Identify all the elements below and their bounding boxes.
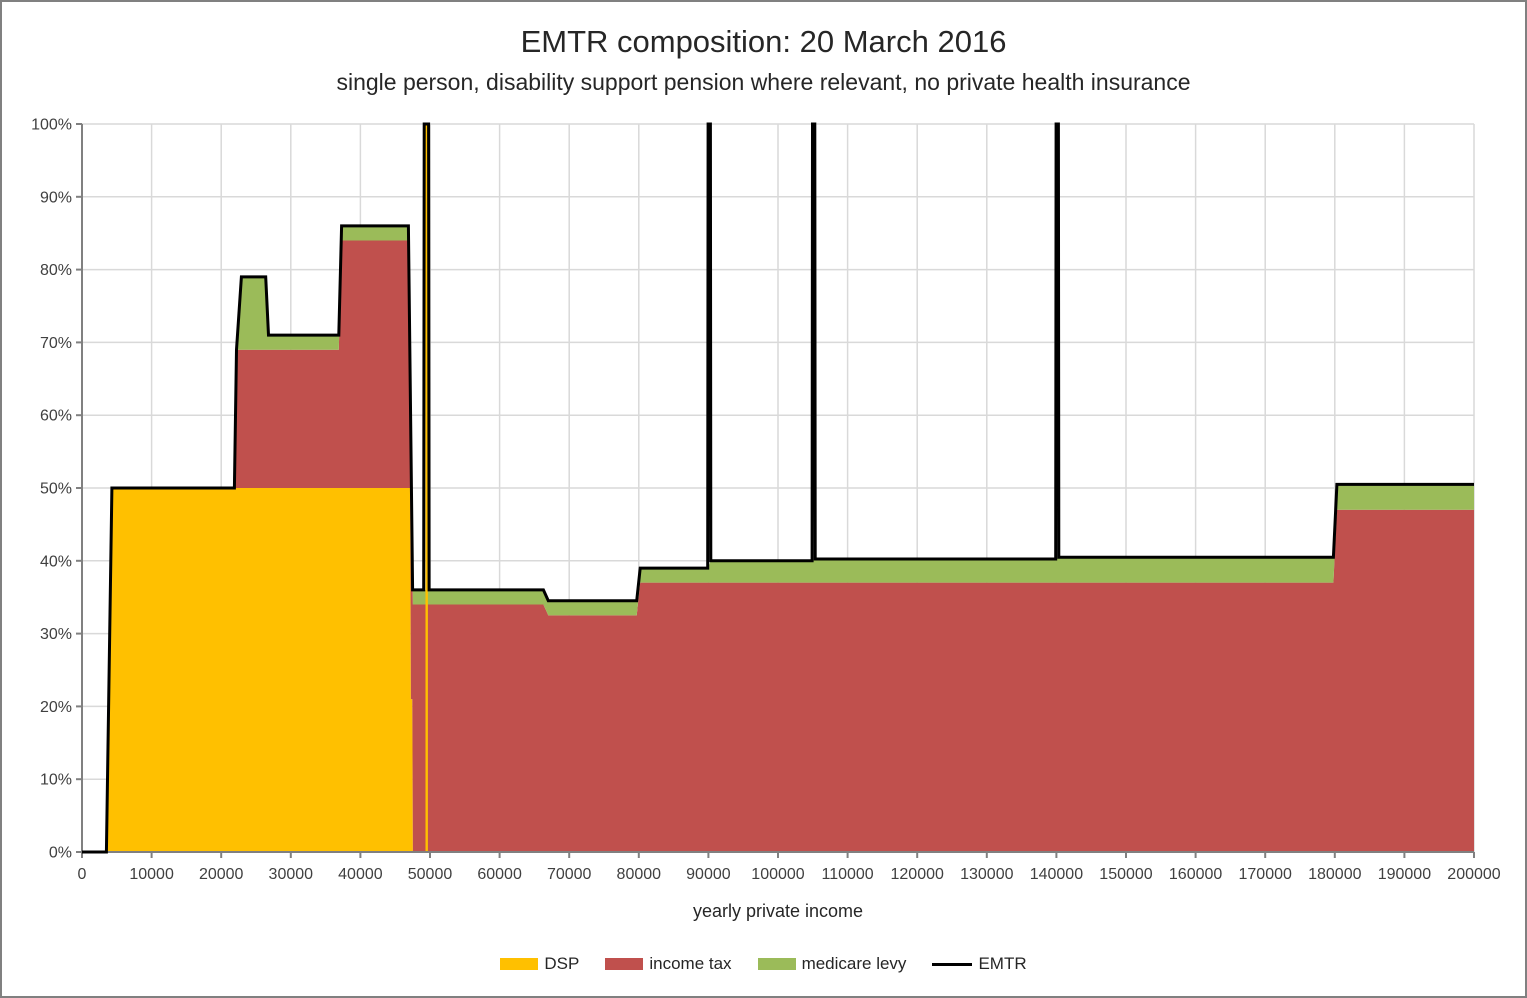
x-tick-label: 130000 [960, 866, 1013, 883]
y-tick-label: 90% [40, 189, 72, 206]
legend-item-medicare-levy: medicare levy [757, 954, 907, 974]
y-tick-label: 30% [40, 626, 72, 643]
chart-subtitle: single person, disability support pensio… [336, 69, 1191, 95]
x-tick-label: 140000 [1030, 866, 1083, 883]
x-tick-label: 60000 [477, 866, 522, 883]
axes: 0 10000 20000 30000 40000 50000 60000 70000 8000… [31, 117, 1501, 884]
x-tick-label: 180000 [1308, 866, 1361, 883]
y-tick-label: 100% [31, 117, 72, 134]
y-tick-label: 40% [40, 553, 72, 570]
x-tick-label: 100000 [751, 866, 804, 883]
x-tick-label: 20000 [199, 866, 244, 883]
dsp-spike-column [425, 124, 428, 852]
dsp-area [82, 488, 1474, 852]
y-tick-label: 0% [49, 845, 72, 862]
x-tick-label: 190000 [1378, 866, 1431, 883]
y-tick-label: 70% [40, 335, 72, 352]
chart-title: EMTR composition: 20 March 2016 [520, 24, 1007, 59]
x-tick-label: 90000 [686, 866, 731, 883]
y-tick-label: 80% [40, 262, 72, 279]
x-tick-label: 70000 [547, 866, 592, 883]
legend-label-medicare-levy: medicare levy [801, 954, 907, 973]
x-tick-label: 80000 [617, 866, 662, 883]
x-tick-label: 30000 [269, 866, 314, 883]
legend-label-dsp: DSP [544, 954, 580, 973]
emtr-line [82, 122, 1474, 854]
x-tick-label: 170000 [1239, 866, 1292, 883]
dsp-swatch [500, 958, 539, 970]
legend: DSP income tax medicare levy EMTR [2, 954, 1525, 974]
x-tick-label: 120000 [891, 866, 944, 883]
x-tick-label: 110000 [821, 866, 873, 883]
x-tick-label: 0 [78, 866, 87, 883]
x-tick-label: 50000 [408, 866, 453, 883]
legend-label-emtr: EMTR [978, 954, 1027, 973]
y-tick-label: 20% [40, 699, 72, 716]
legend-item-emtr: EMTR [932, 954, 1027, 974]
income-tax-area [82, 240, 1474, 852]
x-tick-label: 40000 [338, 866, 383, 883]
income-tax-swatch [605, 958, 644, 970]
medicare-levy-swatch [757, 958, 796, 970]
emtr-line-swatch [932, 962, 973, 966]
x-tick-label: 160000 [1169, 866, 1222, 883]
y-tick-label: 10% [40, 772, 72, 789]
x-tick-label: 10000 [129, 866, 174, 883]
legend-item-dsp: DSP [500, 954, 579, 974]
y-tick-label: 50% [40, 481, 72, 498]
x-tick-label: 200000 [1447, 866, 1500, 883]
legend-item-income-tax: income tax [605, 954, 732, 974]
x-tick-label: 150000 [1099, 866, 1152, 883]
legend-label-income-tax: income tax [649, 954, 732, 973]
x-axis-title: yearly private income [692, 901, 864, 921]
y-tick-label: 60% [40, 408, 72, 425]
